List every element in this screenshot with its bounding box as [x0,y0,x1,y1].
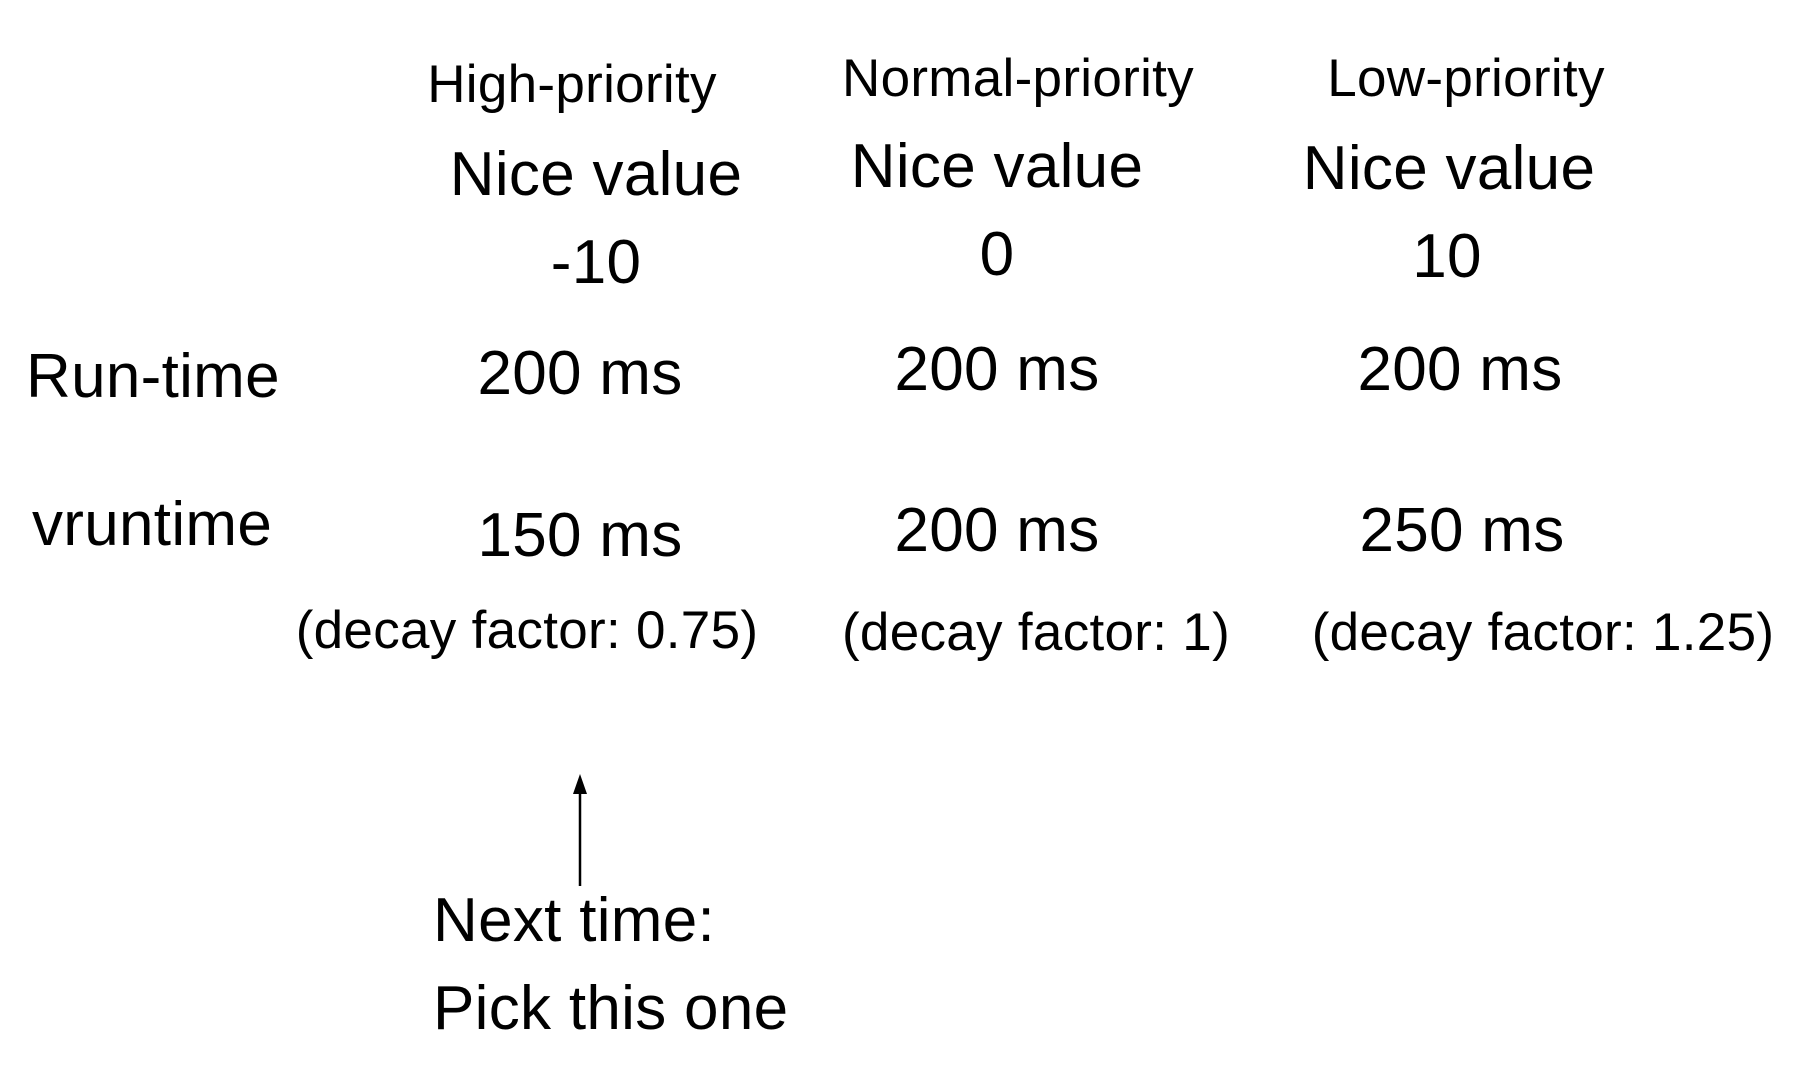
column-header: Low-priority [1327,49,1605,108]
nice-value-label: Nice value [449,140,743,209]
vruntime-row-label: vruntime [32,490,273,559]
vruntime-value: 250 ms [1359,496,1565,565]
nice-value: -10 [550,228,642,297]
decay-factor: (decay factor: 1) [841,603,1231,662]
decay-factor: (decay factor: 1.25) [1311,603,1775,662]
annotation-line-2: Pick this one [433,974,789,1043]
nice-value: 10 [1412,222,1482,291]
nice-value: 0 [979,220,1015,289]
arrow-head [573,774,587,794]
nice-value-label: Nice value [1302,134,1596,203]
column-header: Normal-priority [842,49,1194,108]
annotation-line-1: Next time: [433,886,716,955]
runtime-row-label: Run-time [26,342,280,411]
nice-value-label: Nice value [850,132,1144,201]
decay-factor: (decay factor: 0.75) [295,601,759,660]
runtime-value: 200 ms [477,339,683,408]
vruntime-value: 150 ms [477,501,683,570]
column-header: High-priority [427,55,717,114]
runtime-value: 200 ms [1357,335,1563,404]
runtime-value: 200 ms [894,335,1100,404]
vruntime-value: 200 ms [894,496,1100,565]
